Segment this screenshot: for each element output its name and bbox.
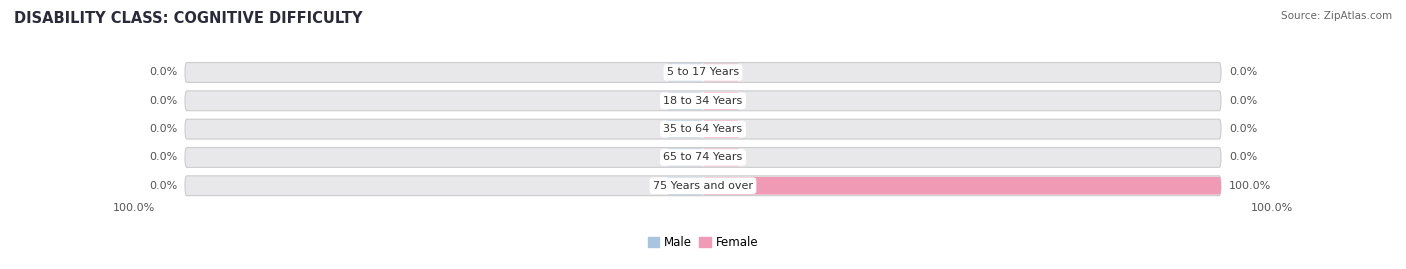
Text: 35 to 64 Years: 35 to 64 Years bbox=[664, 124, 742, 134]
FancyBboxPatch shape bbox=[666, 120, 703, 138]
FancyBboxPatch shape bbox=[666, 149, 703, 166]
FancyBboxPatch shape bbox=[186, 176, 1220, 196]
Text: 0.0%: 0.0% bbox=[1229, 68, 1257, 77]
Text: 100.0%: 100.0% bbox=[1251, 203, 1294, 213]
FancyBboxPatch shape bbox=[186, 91, 1220, 111]
Text: 100.0%: 100.0% bbox=[112, 203, 155, 213]
FancyBboxPatch shape bbox=[703, 177, 1220, 194]
Text: 0.0%: 0.0% bbox=[149, 68, 177, 77]
FancyBboxPatch shape bbox=[186, 63, 1220, 82]
Text: 0.0%: 0.0% bbox=[149, 124, 177, 134]
Text: 18 to 34 Years: 18 to 34 Years bbox=[664, 96, 742, 106]
Text: 65 to 74 Years: 65 to 74 Years bbox=[664, 153, 742, 162]
Text: 0.0%: 0.0% bbox=[1229, 96, 1257, 106]
FancyBboxPatch shape bbox=[703, 149, 740, 166]
Text: Source: ZipAtlas.com: Source: ZipAtlas.com bbox=[1281, 11, 1392, 21]
FancyBboxPatch shape bbox=[186, 147, 1220, 167]
Legend: Male, Female: Male, Female bbox=[648, 236, 758, 249]
FancyBboxPatch shape bbox=[666, 92, 703, 109]
FancyBboxPatch shape bbox=[703, 64, 740, 81]
FancyBboxPatch shape bbox=[186, 119, 1220, 139]
FancyBboxPatch shape bbox=[666, 64, 703, 81]
Text: 0.0%: 0.0% bbox=[149, 96, 177, 106]
FancyBboxPatch shape bbox=[703, 120, 740, 138]
Text: DISABILITY CLASS: COGNITIVE DIFFICULTY: DISABILITY CLASS: COGNITIVE DIFFICULTY bbox=[14, 11, 363, 26]
Text: 0.0%: 0.0% bbox=[1229, 153, 1257, 162]
Text: 0.0%: 0.0% bbox=[149, 181, 177, 191]
Text: 0.0%: 0.0% bbox=[1229, 124, 1257, 134]
Text: 75 Years and over: 75 Years and over bbox=[652, 181, 754, 191]
Text: 100.0%: 100.0% bbox=[1229, 181, 1271, 191]
FancyBboxPatch shape bbox=[703, 92, 740, 109]
FancyBboxPatch shape bbox=[666, 177, 703, 194]
Text: 5 to 17 Years: 5 to 17 Years bbox=[666, 68, 740, 77]
Text: 0.0%: 0.0% bbox=[149, 153, 177, 162]
